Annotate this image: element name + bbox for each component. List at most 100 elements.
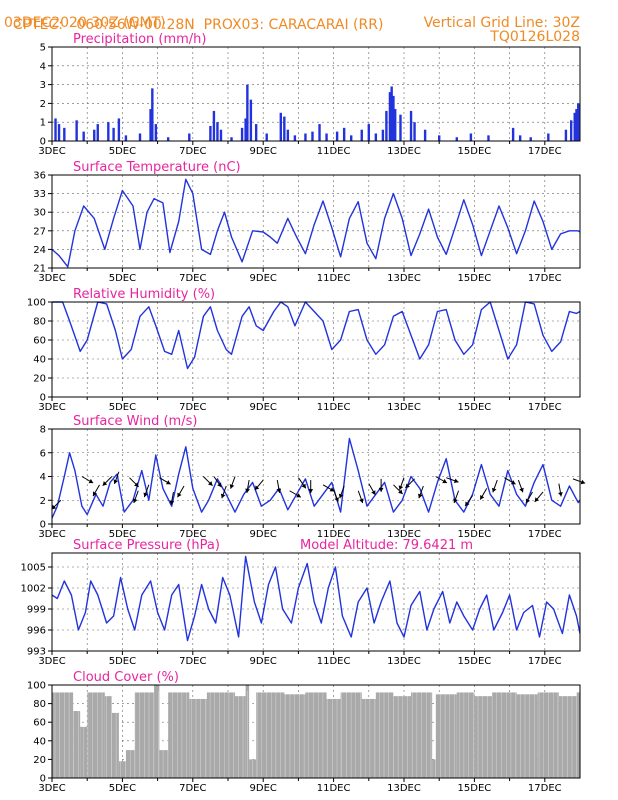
wind-arrow-head — [453, 498, 458, 503]
wind-title: Surface Wind (m/s) — [73, 414, 197, 429]
temp-xtick-label: 11DEC — [317, 273, 351, 284]
temp-ytick-label: 36 — [33, 171, 46, 182]
precip-bar — [511, 127, 515, 141]
wind-arrow — [464, 495, 474, 507]
wind-arrow — [102, 476, 113, 487]
precip-bar — [107, 122, 110, 141]
pres-xtick-label: 3DEC — [38, 656, 65, 667]
precip-bar — [93, 129, 96, 141]
precip-bar — [124, 135, 128, 141]
precip-bar — [360, 129, 363, 141]
precip-bar — [399, 114, 402, 141]
temp-panel: 21 24 27 30 33 36 3DEC 5DEC 7DEC 9DEC 11DEC 13DEC 15… — [33, 160, 581, 284]
pres-frame — [51, 552, 581, 652]
wind-ytick-label: 0 — [40, 520, 46, 531]
precip-bar — [518, 135, 522, 141]
wind-arrow — [169, 491, 175, 505]
wind-arrow-head — [338, 493, 344, 499]
temp-xtick-label: 13DEC — [387, 273, 421, 284]
precip-bar — [57, 124, 61, 141]
precip-bar — [279, 112, 282, 141]
precip-bar — [75, 120, 78, 141]
pres-series-line — [51, 555, 581, 642]
precip-bar — [304, 133, 307, 141]
precip-bar — [240, 127, 244, 141]
wind-arrow-head — [534, 497, 540, 502]
cloud-xtick-label: 17DEC — [528, 783, 562, 794]
wind-arrow-head — [245, 488, 250, 493]
precip-bar — [577, 103, 580, 141]
cloud-bar — [435, 694, 457, 778]
rh-ytick-label: 20 — [33, 374, 46, 385]
cloud-bar — [326, 698, 341, 778]
wind-arrow — [378, 478, 384, 492]
cloud-bar — [87, 692, 105, 778]
precip-xtick-label: 7DEC — [179, 146, 206, 157]
precip-bar — [96, 124, 99, 141]
wind-arrow-head — [165, 480, 171, 485]
temp-ytick-label: 24 — [33, 245, 46, 256]
precip-ytick-label: 2 — [40, 99, 46, 110]
wind-arrow — [453, 490, 460, 504]
precip-bar — [149, 109, 152, 141]
cloud-xtick-label: 13DEC — [387, 783, 421, 794]
rh-xtick-label: 17DEC — [528, 402, 562, 413]
cloud-bar — [492, 692, 517, 778]
precip-panel: 0 1 2 3 4 5 3DEC 5DEC 7DEC 9DEC 11DEC 13DEC 15DEC 17D… — [38, 32, 581, 157]
wind-xtick-label: 15DEC — [458, 529, 492, 540]
cloud-bar — [154, 685, 160, 778]
wind-arrow — [229, 476, 236, 489]
precip-bar — [311, 131, 314, 141]
wind-arrow — [245, 479, 250, 493]
wind-arrow-head — [254, 485, 260, 491]
precip-bar — [367, 124, 370, 141]
wind-ytick-label: 6 — [40, 448, 46, 459]
wind-arrow — [254, 479, 264, 491]
wind-arrow-head — [405, 483, 410, 489]
precip-bar — [390, 86, 393, 141]
precip-bar — [388, 92, 392, 141]
cloud-bar — [558, 696, 577, 778]
precip-bar — [564, 129, 568, 141]
precip-bar — [325, 133, 328, 141]
precip-bar — [381, 129, 385, 141]
cloud-bar — [456, 692, 475, 778]
wind-arrow-head — [132, 498, 138, 503]
wind-arrow — [525, 491, 533, 504]
temp-xtick-label: 15DEC — [458, 273, 492, 284]
wind-arrow-head — [442, 478, 447, 484]
precip-bar — [409, 110, 413, 141]
precip-bar — [394, 109, 397, 141]
pres-xtick-label: 9DEC — [250, 656, 277, 667]
precip-bar — [254, 124, 258, 141]
rh-xtick-label: 9DEC — [250, 402, 277, 413]
pres-plot-area — [52, 553, 580, 651]
wind-arrow — [51, 499, 62, 510]
cloud-frame — [51, 684, 581, 779]
cloud-bar — [305, 692, 327, 778]
precip-bar — [286, 129, 290, 141]
wind-xtick-label: 17DEC — [528, 529, 562, 540]
wind-arrow — [177, 485, 185, 498]
wind-arrow — [479, 488, 488, 500]
precip-bar — [438, 135, 441, 141]
precip-bar — [423, 129, 427, 141]
wind-arrow — [297, 477, 307, 489]
temp-ytick-label: 21 — [33, 264, 46, 275]
precip-bar — [188, 133, 191, 141]
rh-panel: 0 20 40 60 80 100 3DEC 5DEC 7DEC 9DEC 11DEC 13DEC 15… — [27, 287, 581, 413]
pres-xtick-label: 15DEC — [458, 656, 492, 667]
precip-bar — [293, 135, 297, 141]
wind-arrow-head — [525, 498, 531, 504]
precip-bar — [230, 137, 233, 141]
cloud-ytick-label: 80 — [33, 699, 46, 710]
cloud-ytick-label: 60 — [33, 718, 46, 729]
cloud-bar — [249, 759, 257, 778]
rh-xtick-label: 3DEC — [38, 402, 65, 413]
cloud-xtick-label: 7DEC — [179, 783, 206, 794]
precip-ytick-label: 4 — [40, 61, 46, 72]
precip-bar — [374, 133, 378, 141]
pres-panel: 993 996 999 1002 1005 3DEC 5DEC 7DEC 9DEC 11DEC 13… — [21, 538, 581, 667]
pres-xtick-label: 5DEC — [109, 656, 136, 667]
rh-series-line — [52, 301, 581, 370]
